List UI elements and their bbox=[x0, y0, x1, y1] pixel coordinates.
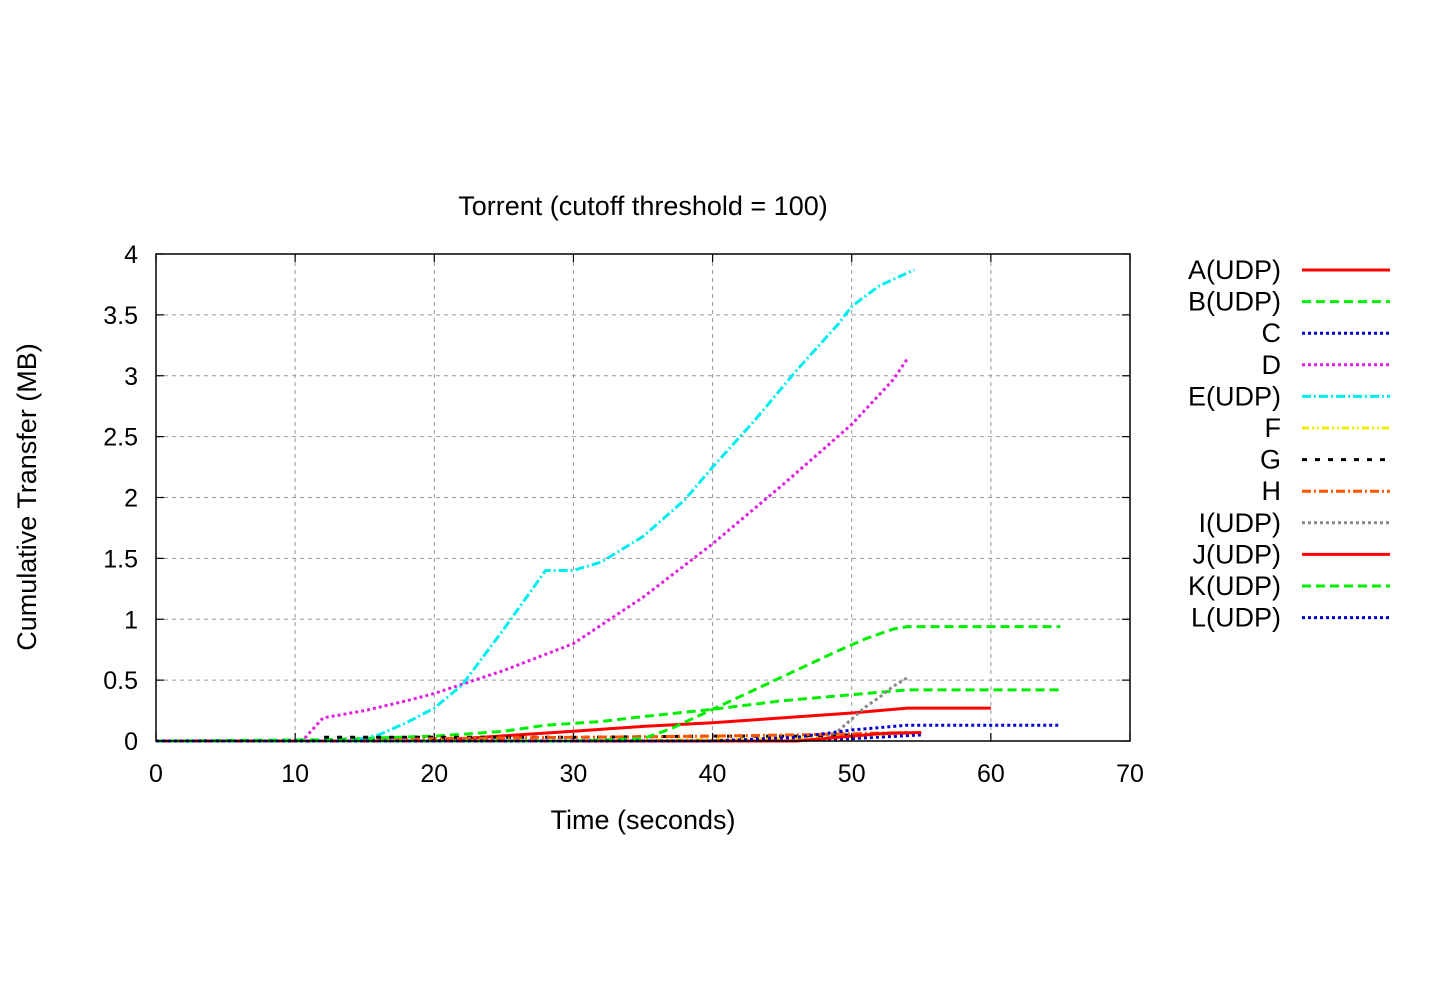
x-tick-label: 60 bbox=[977, 760, 1005, 788]
legend-label: H bbox=[1262, 476, 1282, 506]
x-axis-title: Time (seconds) bbox=[550, 805, 735, 835]
y-tick-label: 3 bbox=[124, 363, 138, 391]
series-line-9 bbox=[156, 676, 909, 743]
x-tick-label: 30 bbox=[560, 760, 588, 788]
series-line-11 bbox=[156, 625, 1061, 743]
x-tick-label: 20 bbox=[420, 760, 448, 788]
legend-label: F bbox=[1265, 413, 1282, 443]
series-line-2 bbox=[155, 688, 1061, 743]
x-tick-label: 40 bbox=[699, 760, 727, 788]
y-axis-title: Cumulative Transfer (MB) bbox=[12, 343, 42, 651]
x-tick-label: 0 bbox=[149, 760, 163, 788]
legend: A(UDP)B(UDP)CDE(UDP)FGHI(UDP)J(UDP)K(UDP… bbox=[1188, 255, 1390, 633]
legend-label: D bbox=[1262, 350, 1282, 380]
legend-label: L(UDP) bbox=[1191, 603, 1281, 633]
y-tick-label: 1 bbox=[124, 606, 138, 634]
x-tick-label: 70 bbox=[1116, 760, 1144, 788]
y-tick-label: 0 bbox=[124, 728, 138, 756]
legend-label: I(UDP) bbox=[1199, 508, 1282, 538]
grid bbox=[156, 254, 1130, 741]
legend-label: C bbox=[1262, 318, 1282, 348]
series-layer bbox=[155, 268, 1061, 743]
legend-label: B(UDP) bbox=[1188, 287, 1281, 317]
x-tick-label: 10 bbox=[281, 760, 309, 788]
y-tick-label: 1.5 bbox=[103, 545, 138, 573]
x-ticks: 0 10 20 30 40 50 60 70 bbox=[149, 254, 1144, 788]
chart-title: Torrent (cutoff threshold = 100) bbox=[458, 191, 827, 221]
legend-label: A(UDP) bbox=[1188, 255, 1281, 285]
series-line-4 bbox=[156, 357, 909, 743]
legend-label: K(UDP) bbox=[1188, 571, 1281, 601]
y-tick-label: 2.5 bbox=[103, 424, 138, 452]
series-line-5 bbox=[156, 268, 915, 743]
y-tick-label: 4 bbox=[124, 241, 138, 269]
x-tick-label: 50 bbox=[838, 760, 866, 788]
y-tick-label: 0.5 bbox=[103, 667, 138, 695]
y-ticks: 0 0.5 1 1.5 2 2.5 3 3.5 4 bbox=[103, 241, 1130, 756]
legend-label: E(UDP) bbox=[1188, 381, 1281, 411]
legend-label: J(UDP) bbox=[1193, 539, 1282, 569]
y-tick-label: 2 bbox=[124, 485, 138, 513]
legend-label: G bbox=[1260, 445, 1281, 475]
series-line-8 bbox=[156, 731, 908, 743]
y-tick-label: 3.5 bbox=[103, 302, 138, 330]
